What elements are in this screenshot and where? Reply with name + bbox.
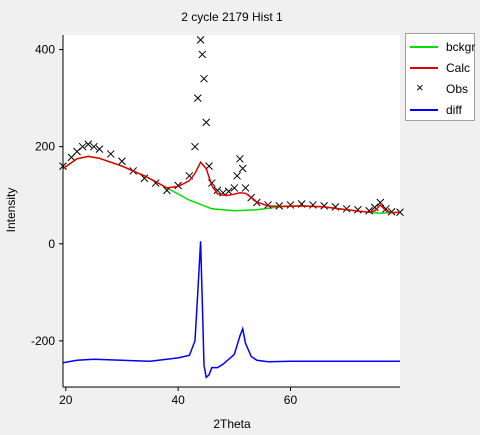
legend-swatch-diff xyxy=(410,109,438,111)
legend: bckgr Calc × Obs diff xyxy=(405,33,475,121)
legend-label-calc: Calc xyxy=(446,61,471,75)
legend-label-diff: diff xyxy=(446,103,462,117)
legend-label-obs: Obs xyxy=(446,82,469,96)
obs-point xyxy=(174,181,182,190)
x-axis-label: 2Theta xyxy=(213,417,251,431)
x-tick-label: 60 xyxy=(284,393,298,407)
y-tick-label: -200 xyxy=(31,334,55,348)
obs-point xyxy=(78,142,87,151)
obs-point xyxy=(191,142,199,151)
x-ticks: 20 40 60 xyxy=(59,387,297,407)
obs-point xyxy=(198,50,207,59)
obs-point xyxy=(193,94,202,102)
obs-point xyxy=(200,74,208,83)
obs-point xyxy=(370,203,379,212)
marks-layer xyxy=(59,36,404,379)
legend-item-diff: diff xyxy=(406,101,474,119)
obs-point xyxy=(376,198,385,207)
y-tick-label: 0 xyxy=(48,237,55,251)
legend-label-bckgr: bckgr xyxy=(446,40,476,54)
obs-point xyxy=(354,205,362,214)
obs-point xyxy=(224,187,233,196)
obs-point xyxy=(140,174,149,183)
obs-point xyxy=(118,157,126,166)
legend-marker-obs: × xyxy=(416,80,424,95)
obs-point xyxy=(213,186,222,195)
obs-point xyxy=(230,184,239,192)
y-ticks: 400 200 0 -200 xyxy=(31,43,63,348)
legend-swatch-calc xyxy=(410,67,438,69)
legend-item-calc: Calc xyxy=(406,59,474,77)
obs-point xyxy=(202,118,211,127)
chart-title: 2 cycle 2179 Hist 1 xyxy=(181,10,283,24)
x-tick-label: 40 xyxy=(171,393,185,407)
obs-point xyxy=(233,171,241,180)
obs-point xyxy=(236,154,244,163)
obs-point xyxy=(320,202,329,210)
x-tick-label: 20 xyxy=(59,393,73,407)
legend-item-obs: × Obs xyxy=(406,80,474,98)
obs-point xyxy=(309,201,317,209)
obs-point xyxy=(387,207,396,216)
obs-point xyxy=(90,142,98,151)
y-tick-label: 200 xyxy=(35,140,55,154)
series-calc-line xyxy=(62,155,401,214)
legend-item-bckgr: bckgr xyxy=(406,38,476,56)
legend-swatch-bckgr xyxy=(410,46,438,48)
obs-point xyxy=(238,164,247,173)
obs-point xyxy=(241,184,250,192)
obs-point xyxy=(95,145,104,153)
y-tick-label: 400 xyxy=(35,43,55,57)
y-axis-label: Intensity xyxy=(4,188,18,233)
obs-point xyxy=(84,140,93,149)
obs-point xyxy=(342,204,351,213)
obs-point xyxy=(365,206,373,215)
obs-point xyxy=(286,201,295,209)
obs-point xyxy=(264,201,272,209)
series-diff-line xyxy=(62,241,400,379)
obs-point xyxy=(106,150,115,158)
obs-point xyxy=(196,36,205,44)
obs-point xyxy=(73,147,81,156)
